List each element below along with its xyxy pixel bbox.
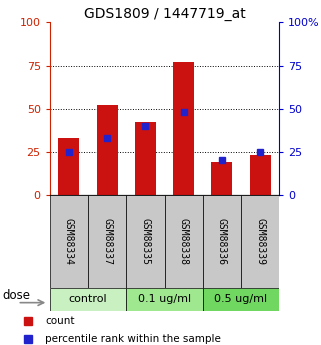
Text: GSM88334: GSM88334 (64, 218, 74, 265)
Title: GDS1809 / 1447719_at: GDS1809 / 1447719_at (84, 7, 245, 21)
Text: GSM88336: GSM88336 (217, 218, 227, 265)
Bar (203, 195, 241, 288)
Bar (250, 155, 271, 195)
Bar (203, 288, 279, 310)
Bar (58, 138, 79, 195)
Bar (241, 195, 279, 288)
Bar (50, 288, 126, 310)
Bar (211, 162, 232, 195)
Text: GSM88337: GSM88337 (102, 218, 112, 265)
Bar (126, 195, 164, 288)
Text: count: count (45, 316, 74, 326)
Text: 0.5 ug/ml: 0.5 ug/ml (214, 294, 268, 304)
Text: percentile rank within the sample: percentile rank within the sample (45, 334, 221, 344)
Bar (97, 105, 118, 195)
Text: 0.1 ug/ml: 0.1 ug/ml (138, 294, 191, 304)
Bar (173, 62, 194, 195)
Bar (135, 122, 156, 195)
Text: dose: dose (3, 289, 30, 303)
Text: GSM88339: GSM88339 (255, 218, 265, 265)
Text: GSM88335: GSM88335 (140, 218, 150, 265)
Bar (50, 195, 88, 288)
Bar (164, 195, 203, 288)
Bar (88, 195, 126, 288)
Text: control: control (69, 294, 107, 304)
Bar (126, 288, 203, 310)
Text: GSM88338: GSM88338 (179, 218, 189, 265)
